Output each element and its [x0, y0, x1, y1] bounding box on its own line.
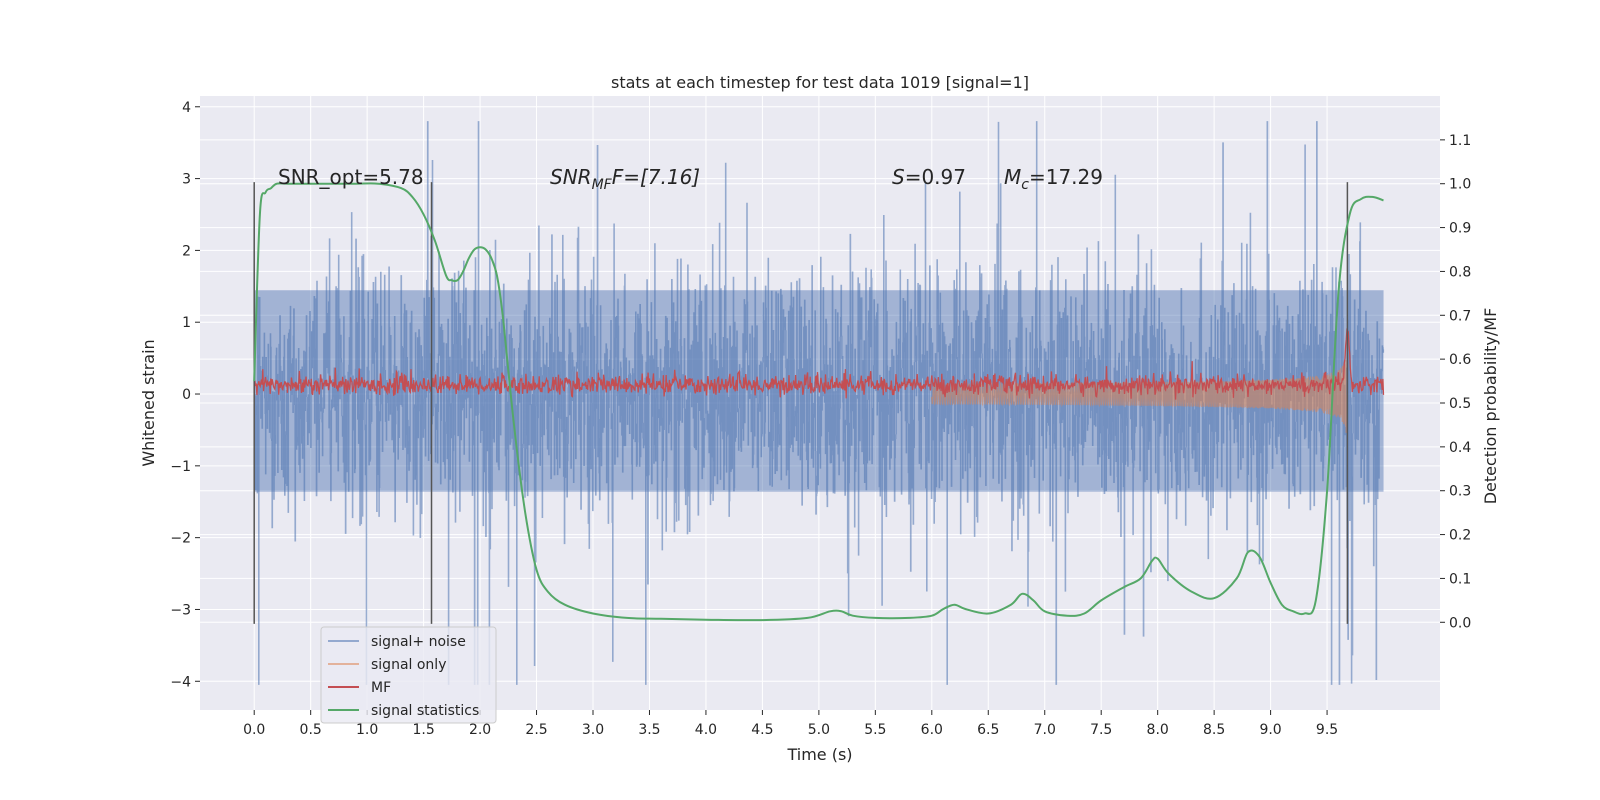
x-tick-label-7: 3.5 — [638, 722, 660, 738]
y2-tick-label-0: 0.0 — [1449, 615, 1471, 631]
x-tick-label-18: 9.0 — [1259, 722, 1281, 738]
vertical-markers — [253, 182, 1349, 624]
annotation-s-rest: =0.97 — [905, 165, 966, 189]
x-tick-label-0: 0.0 — [243, 722, 265, 738]
y2-tick-label-10: 1.0 — [1449, 177, 1471, 193]
y2-tick-label-9: 0.9 — [1449, 221, 1471, 237]
annotation-snr-mf-rest: F=[7.16] — [612, 165, 700, 189]
y-tick-label-4: 0 — [182, 387, 191, 403]
x-tick-label-16: 8.0 — [1147, 722, 1169, 738]
y2-tick-label-4: 0.4 — [1449, 440, 1471, 456]
annotation-snr-mf: SNRMFF=[7.16] — [550, 165, 700, 193]
legend-frame — [320, 626, 497, 724]
annotation-snr-mf-main: SNR — [550, 165, 592, 189]
y2-tick-label-3: 0.3 — [1449, 484, 1471, 500]
y2-tick-label-6: 0.6 — [1449, 352, 1471, 368]
x-tick-label-2: 1.0 — [356, 722, 378, 738]
annotation-mc-main: M — [1004, 165, 1021, 189]
y2-tick-label-1: 0.1 — [1449, 571, 1471, 587]
x-tick-label-19: 9.5 — [1316, 722, 1338, 738]
series-mf — [253, 328, 1385, 400]
y2-axis-ticks: 0.0 0.1 0.2 0.3 0.4 0.5 0.6 0.7 0.8 0.9 1.0 1.1 — [1440, 133, 1471, 631]
x-tick-label-3: 1.5 — [412, 722, 434, 738]
x-tick-label-12: 6.0 — [921, 722, 943, 738]
y-tick-label-0: −4 — [170, 674, 191, 690]
x-tick-label-8: 4.0 — [695, 722, 717, 738]
x-axis-ticks: 0.0 0.5 1.0 1.5 2.0 2.5 3.0 3.5 4.0 4.5 5.0 5.5 6.0 6… — [243, 710, 1338, 738]
annotation-mc: Mc=17.29 — [1004, 165, 1103, 193]
y2-tick-label-8: 0.8 — [1449, 264, 1471, 280]
line-signal-only — [931, 360, 1348, 433]
annotation-snr-opt: SNR_opt=5.78 — [278, 165, 424, 189]
y-tick-label-5: 1 — [182, 315, 191, 331]
y-axis-label: Whitened strain — [139, 339, 158, 466]
y-tick-label-1: −3 — [170, 602, 191, 618]
x-tick-label-10: 5.0 — [808, 722, 830, 738]
annotation-mc-rest: =17.29 — [1029, 165, 1103, 189]
legend-label-signal-statistics: signal statistics — [371, 703, 479, 719]
x-tick-label-17: 8.5 — [1203, 722, 1225, 738]
legend-label-signal-only: signal only — [371, 657, 446, 673]
x-tick-label-4: 2.0 — [469, 722, 491, 738]
y2-tick-label-7: 0.7 — [1449, 308, 1471, 324]
x-tick-label-14: 7.0 — [1034, 722, 1056, 738]
series-signal-only — [931, 360, 1348, 433]
annotation-s: S=0.97 — [892, 165, 966, 189]
y2-axis-label: Detection probability/MF — [1481, 308, 1500, 505]
legend-label-mf: MF — [371, 680, 391, 696]
x-tick-label-13: 6.5 — [977, 722, 999, 738]
annotation-mc-sub: c — [1021, 177, 1029, 193]
y-tick-label-7: 3 — [182, 172, 191, 188]
annotation-s-main: S — [892, 165, 905, 189]
x-axis-label: Time (s) — [786, 745, 852, 764]
x-tick-label-15: 7.5 — [1090, 722, 1112, 738]
y-tick-label-2: −2 — [170, 531, 191, 547]
x-tick-label-11: 5.5 — [864, 722, 886, 738]
y2-tick-label-5: 0.5 — [1449, 396, 1471, 412]
y-tick-label-6: 2 — [182, 243, 191, 259]
legend: signal+ noise signal only MF signal stat… — [320, 626, 497, 724]
annotation-snr-mf-sub: MF — [592, 177, 613, 193]
y-axis-ticks: −4 −3 −2 −1 0 1 2 3 4 — [170, 100, 200, 690]
y2-tick-label-11: 1.1 — [1449, 133, 1471, 149]
chart-title: stats at each timestep for test data 101… — [611, 73, 1029, 92]
x-tick-label-5: 2.5 — [525, 722, 547, 738]
series-signal-statistics — [253, 182, 1384, 622]
x-tick-label-9: 4.5 — [751, 722, 773, 738]
line-signal-statistics — [253, 182, 1384, 622]
y2-tick-label-2: 0.2 — [1449, 528, 1471, 544]
y-tick-label-3: −1 — [170, 459, 191, 475]
line-mf — [253, 328, 1385, 400]
x-tick-label-1: 0.5 — [300, 722, 322, 738]
x-tick-label-6: 3.0 — [582, 722, 604, 738]
y-tick-label-8: 4 — [182, 100, 191, 116]
legend-label-signal-noise: signal+ noise — [371, 634, 466, 650]
